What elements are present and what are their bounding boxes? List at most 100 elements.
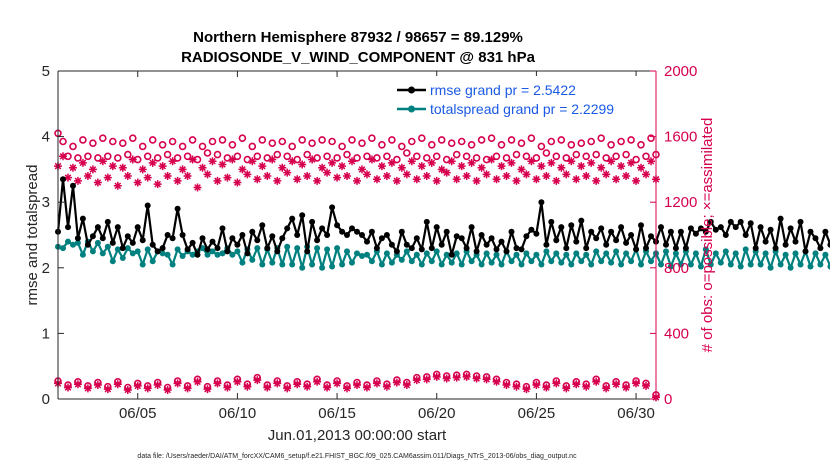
rmse-point (204, 246, 211, 253)
spread-point (289, 261, 296, 268)
obs-assimilated-marker (522, 170, 531, 179)
rmse-point (244, 250, 251, 257)
spread-point (568, 261, 575, 268)
spread-point (493, 251, 500, 258)
obs-possible-marker (437, 136, 446, 144)
obs-assimilated-marker (173, 176, 182, 185)
obs-possible-marker (114, 154, 122, 162)
obs-assimilated-low-marker (123, 385, 132, 394)
rmse-point (747, 220, 754, 227)
spread-point (60, 245, 66, 252)
spread-point (254, 245, 261, 252)
spread-point (563, 251, 570, 258)
rmse-point (433, 224, 440, 231)
obs-possible-marker (557, 136, 566, 144)
spread-point (488, 259, 495, 266)
spread-point (428, 258, 435, 265)
x-tick-label: 06/15 (318, 405, 356, 422)
rmse-point (478, 232, 485, 238)
spread-point (65, 238, 71, 245)
obs-possible-marker (397, 142, 406, 151)
obs-assimilated-marker (562, 170, 571, 179)
obs-assimilated-marker (183, 171, 192, 180)
rmse-point (732, 224, 739, 231)
spread-point (603, 250, 610, 257)
obs-assimilated-marker (258, 162, 267, 171)
rmse-point (603, 241, 610, 248)
obs-assimilated-marker (348, 157, 357, 166)
legend-label-spread: totalspread grand pr = 2.2299 (430, 101, 614, 117)
obs-assimilated-marker (188, 155, 197, 164)
obs-assimilated-marker (68, 163, 77, 172)
spread-point (423, 250, 430, 257)
spread-point (543, 248, 550, 255)
rmse-point (299, 212, 306, 219)
obs-possible-marker (124, 150, 132, 159)
obs-assimilated-marker (218, 160, 227, 169)
rmse-point (279, 235, 286, 242)
rmse-point (508, 228, 515, 235)
spread-point (79, 251, 86, 258)
spread-point (812, 250, 819, 257)
obs-assimilated-low-marker (153, 381, 162, 390)
obs-possible-marker (388, 136, 396, 144)
obs-assimilated-marker (612, 175, 621, 184)
rmse-point (398, 228, 405, 235)
spread-point (538, 261, 545, 268)
obs-assimilated-low-marker (432, 372, 441, 381)
obs-assimilated-marker (482, 170, 491, 179)
obs-possible-marker (218, 136, 227, 144)
obs-possible-marker (253, 152, 262, 161)
obs-assimilated-low-marker (442, 374, 451, 383)
spread-point (513, 251, 520, 258)
spread-point (742, 246, 749, 253)
spread-point (134, 248, 141, 255)
obs-assimilated-low-marker (83, 384, 92, 393)
x-axis-label: Jun.01,2013 00:00:00 start (268, 427, 447, 444)
spread-point (692, 250, 699, 257)
obs-assimilated-marker (213, 176, 222, 185)
obs-possible-marker (213, 150, 222, 159)
y-tick-left-label: 3 (42, 194, 50, 211)
obs-possible-marker (632, 155, 640, 164)
x-tick-label: 06/20 (418, 405, 456, 422)
obs-possible-marker (74, 154, 82, 162)
obs-assimilated-low-marker (622, 383, 631, 392)
rmse-point (174, 205, 181, 212)
rmse-point (169, 235, 176, 242)
chart-title-line-2: RADIOSONDE_V_WIND_COMPONENT @ 831 hPa (181, 49, 536, 66)
obs-assimilated-marker (268, 155, 277, 164)
spread-point (618, 261, 625, 268)
obs-assimilated-marker (283, 168, 292, 177)
spread-point (249, 256, 256, 263)
obs-possible-marker (69, 142, 77, 151)
obs-assimilated-marker (193, 183, 202, 192)
spread-point (234, 248, 241, 255)
obs-possible-marker (298, 136, 307, 144)
obs-possible-marker (89, 139, 97, 147)
obs-assimilated-marker (542, 171, 551, 180)
rmse-point (364, 238, 370, 245)
rmse-point (294, 232, 301, 238)
x-tick-label: 06/10 (219, 405, 257, 422)
obs-assimilated-marker (93, 178, 102, 187)
spread-point (797, 261, 804, 268)
obs-assimilated-marker (577, 162, 586, 171)
obs-assimilated-low-marker (213, 379, 222, 388)
spread-point (702, 246, 709, 253)
spread-point (294, 245, 301, 252)
y-axis-left-label: rmse and totalspread (24, 165, 41, 306)
rmse-point (104, 218, 111, 225)
obs-possible-marker (487, 134, 496, 142)
rmse-point (329, 204, 336, 211)
obs-assimilated-marker (198, 163, 207, 172)
obs-assimilated-marker (248, 157, 257, 166)
spread-point (533, 251, 540, 258)
spread-point (722, 248, 729, 255)
rmse-point (817, 245, 824, 252)
obs-assimilated-marker (208, 157, 217, 166)
legend-marker-rmse (408, 86, 415, 94)
obs-possible-marker (238, 134, 247, 142)
rmse-point (588, 228, 595, 235)
